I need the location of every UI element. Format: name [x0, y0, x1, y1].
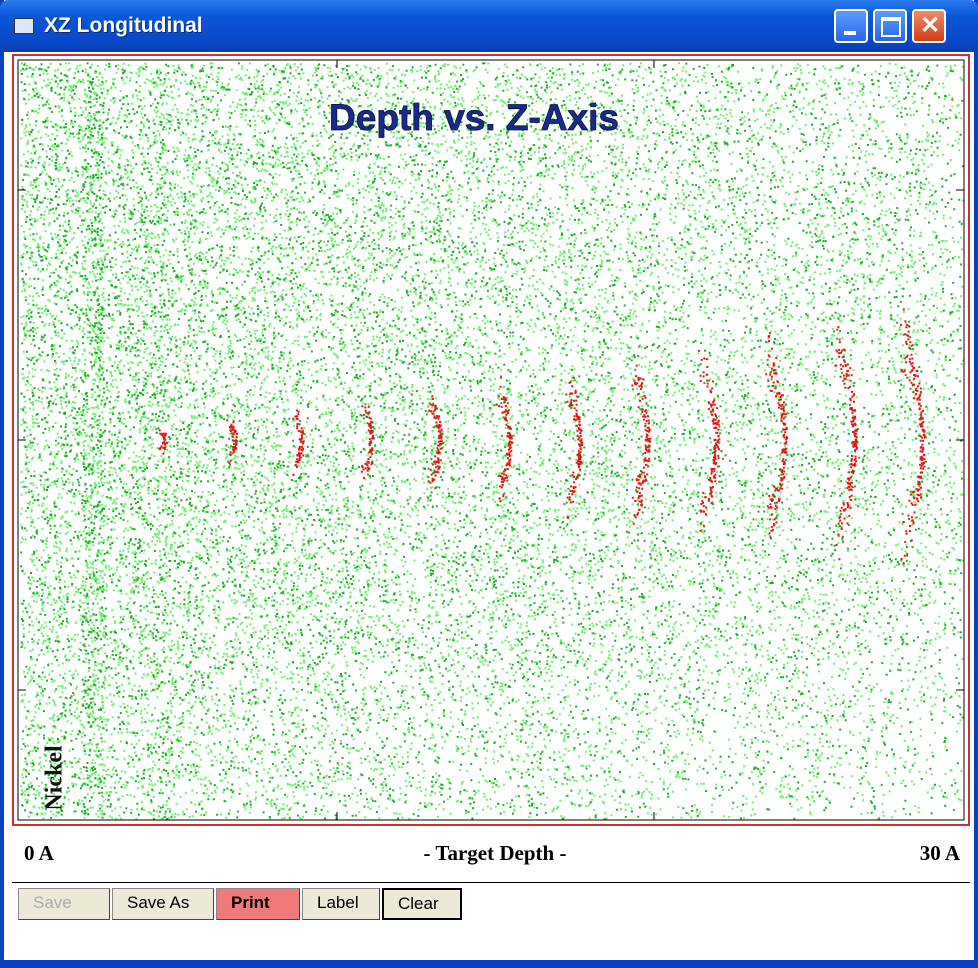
print-button[interactable]: Print — [216, 888, 300, 920]
window: XZ Longitudinal ✕ Depth vs. Z-Axis Nicke… — [0, 0, 978, 968]
plot-title: Depth vs. Z-Axis — [329, 97, 619, 138]
axis-end: 30 A — [920, 841, 960, 866]
button-bar: Save Save As Print Label Clear — [18, 888, 464, 920]
window-icon — [14, 18, 34, 34]
title-bar: XZ Longitudinal ✕ — [0, 0, 978, 52]
axis-row: 0 A - Target Depth - 30 A — [12, 826, 970, 883]
window-title: XZ Longitudinal — [44, 14, 203, 38]
side-label: Nickel — [42, 745, 68, 811]
close-button[interactable]: ✕ — [912, 9, 946, 43]
clear-button[interactable]: Clear — [382, 888, 462, 920]
save-as-button[interactable]: Save As — [112, 888, 214, 920]
minimize-button[interactable] — [834, 9, 868, 43]
plot-area: Depth vs. Z-Axis Nickel — [12, 54, 970, 826]
label-button[interactable]: Label — [302, 888, 380, 920]
save-button[interactable]: Save — [18, 888, 110, 920]
maximize-button[interactable] — [873, 9, 907, 43]
axis-label: - Target Depth - — [12, 841, 970, 866]
